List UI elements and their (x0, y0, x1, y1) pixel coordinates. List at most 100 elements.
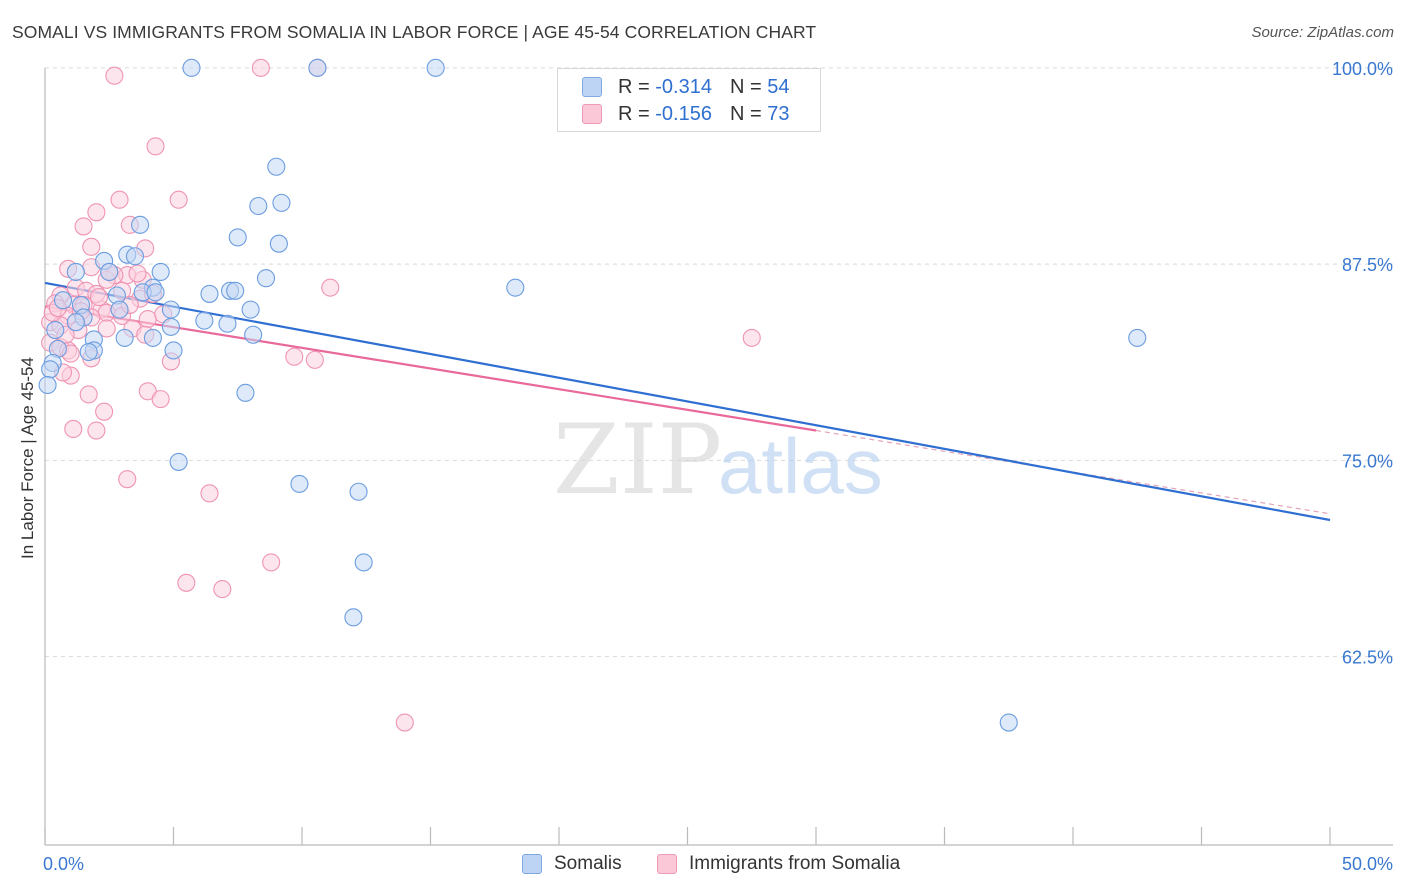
legend-row-somalis: R = -0.314 N = 54 (582, 75, 789, 99)
immigrants-point (177, 573, 196, 592)
y-tick-label: 100.0% (1332, 59, 1393, 79)
legend-immigrants-label: Immigrants from Somalia (689, 853, 901, 874)
somalis-point (146, 283, 165, 302)
somalis-point (228, 228, 247, 247)
immigrants-point (105, 66, 124, 85)
immigrants-point (169, 190, 188, 209)
somalis-point (269, 234, 288, 253)
y-tick-label: 75.0% (1342, 451, 1393, 471)
somalis-point (272, 193, 291, 212)
somalis-point (115, 328, 134, 347)
immigrants-point (213, 580, 232, 599)
somalis-point (244, 325, 263, 344)
somalis-point (131, 215, 150, 234)
gridlines (45, 67, 1393, 658)
legend-row-immigrants: R = -0.156 N = 73 (582, 102, 789, 126)
immigrants-point (89, 288, 109, 307)
legend-n-value: 54 (767, 75, 790, 98)
legend-r-value: -0.314 (655, 75, 712, 98)
y-tick-label: 62.5% (1342, 648, 1393, 668)
somalis-swatch (582, 77, 602, 97)
somalis-point (200, 284, 219, 303)
source-label: Source: ZipAtlas.com (1251, 24, 1394, 41)
somalis-point (999, 713, 1018, 732)
immigrants-swatch (582, 104, 602, 124)
immigrants-point (251, 58, 270, 77)
immigrants-point (64, 419, 83, 439)
somalis-point (1128, 328, 1147, 347)
immigrants-point (138, 309, 157, 329)
somalis-point (151, 262, 170, 282)
immigrants-trend-line (44, 305, 817, 432)
immigrants-point (82, 237, 101, 256)
somalis-swatch (522, 854, 542, 874)
somalis-point (506, 278, 525, 297)
immigrants-point (110, 190, 129, 209)
somalis-point (66, 262, 85, 282)
immigrants-point (395, 713, 414, 732)
immigrants-point (118, 470, 137, 489)
immigrants-swatch (657, 854, 677, 874)
chart-title: SOMALI VS IMMIGRANTS FROM SOMALIA IN LAB… (12, 22, 817, 42)
immigrants-point (305, 350, 324, 369)
somalis-point (46, 320, 65, 340)
legend-item-somalis: Somalis (522, 852, 622, 876)
immigrants-point (87, 421, 106, 440)
somalis-point (354, 553, 373, 572)
somalis-point (349, 482, 368, 501)
legend-r-label: R = (618, 75, 650, 98)
somalis-point (161, 317, 180, 336)
somalis-point (79, 342, 98, 362)
legend-n-label: N = (729, 102, 762, 125)
immigrants-point (321, 278, 340, 297)
legend-r-value: -0.156 (655, 102, 712, 125)
immigrants-point (74, 217, 93, 236)
somalis-point (41, 360, 60, 379)
somalis-point (249, 196, 268, 216)
watermark-zip: ZIP (553, 404, 722, 516)
x-tick-label-max: 50.0% (1342, 854, 1393, 874)
immigrants-point (95, 402, 114, 421)
correlation-legend: R = -0.314 N = 54 R = -0.156 N = 73 (557, 68, 821, 132)
immigrants-point (200, 484, 219, 503)
somalis-point (143, 328, 162, 347)
somalis-point (169, 452, 188, 471)
somalis-point (308, 58, 327, 77)
somalis-point (241, 300, 260, 319)
somalis-point (38, 375, 57, 395)
somalis-point (110, 300, 129, 319)
legend-n-value: 73 (767, 102, 790, 125)
somalis-point (267, 157, 286, 176)
legend-r-label: R = (618, 102, 650, 125)
immigrants-point (97, 319, 116, 338)
somalis-point (182, 58, 201, 77)
data-points (38, 58, 1147, 732)
somalis-point (256, 269, 276, 288)
somalis-point (161, 300, 180, 319)
somalis-point (290, 474, 309, 493)
immigrants-point (262, 553, 281, 572)
immigrants-point (146, 137, 165, 156)
somalis-trend-line (44, 281, 1331, 522)
somalis-point (226, 281, 245, 300)
somalis-point (195, 311, 214, 330)
axes (44, 68, 1393, 846)
legend-item-immigrants: Immigrants from Somalia (657, 852, 900, 876)
watermark-atlas: atlas (718, 422, 883, 510)
somalis-point (426, 58, 445, 77)
somalis-point (66, 313, 85, 332)
immigrants-point (87, 203, 106, 222)
immigrants-point (151, 390, 170, 409)
immigrants-trend-extension (815, 429, 1331, 515)
legend-n-label: N = (729, 75, 762, 98)
x-tick-label-min: 0.0% (43, 854, 84, 874)
somalis-point (236, 383, 255, 402)
tick-labels: 62.5% 75.0% 87.5% 100.0% 0.0% 50.0% (43, 59, 1393, 874)
immigrants-point (128, 264, 147, 283)
somalis-point (125, 247, 144, 266)
somalis-point (218, 314, 237, 333)
somalis-point (164, 341, 183, 360)
legend-somalis-label: Somalis (554, 853, 622, 874)
